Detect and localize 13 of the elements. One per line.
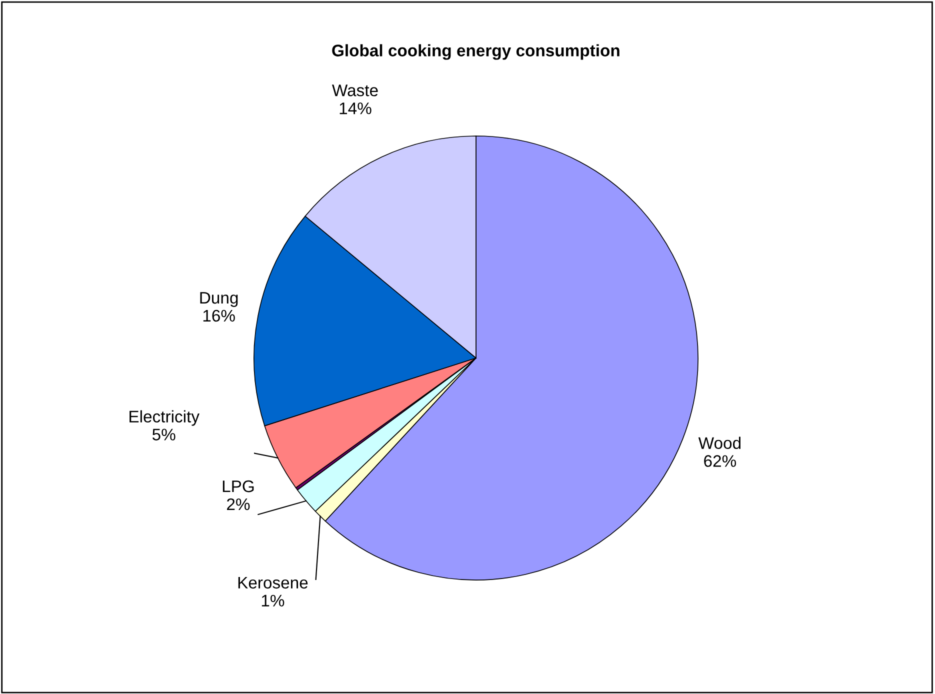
slice-label: Electricity [130, 410, 200, 426]
chart-title: Global cooking energy consumption [332, 44, 620, 60]
data-label: 2% [227, 498, 250, 510]
slice-label: Kerosene [238, 576, 308, 589]
slice-label: Dung [200, 292, 238, 307]
data-label: 14% [340, 102, 372, 114]
data-label: 62% [704, 455, 736, 467]
slice-label: LPG [222, 480, 254, 492]
data-label: 1% [262, 594, 284, 606]
data-label: 5% [152, 428, 176, 440]
data-label: 16% [203, 310, 235, 322]
slice-label: Wood [698, 436, 740, 449]
slice-label: Waste [332, 84, 378, 96]
